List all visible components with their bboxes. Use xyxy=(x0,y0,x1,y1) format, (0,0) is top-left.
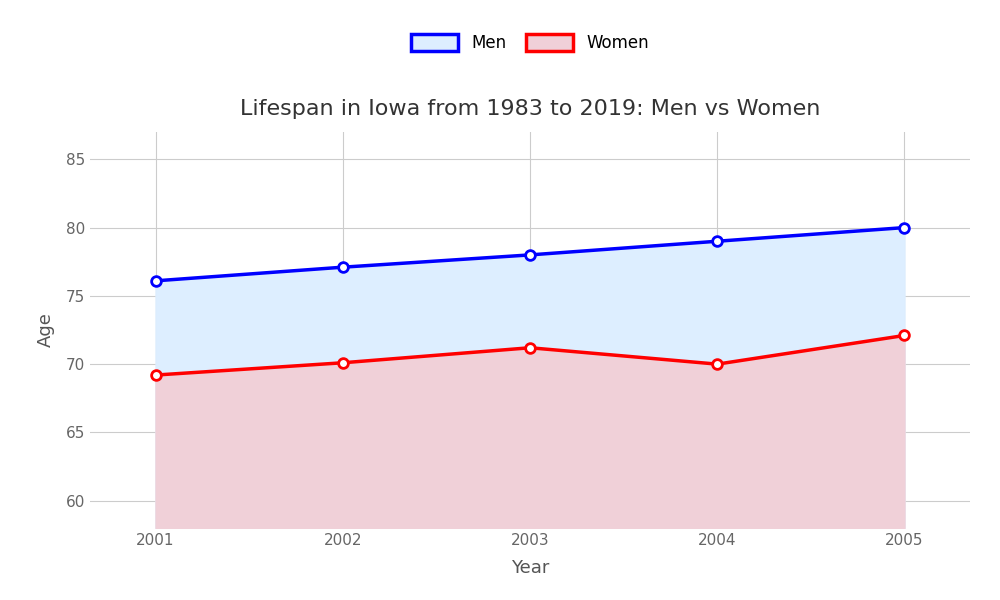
Legend: Men, Women: Men, Women xyxy=(411,34,649,52)
Title: Lifespan in Iowa from 1983 to 2019: Men vs Women: Lifespan in Iowa from 1983 to 2019: Men … xyxy=(240,100,820,119)
X-axis label: Year: Year xyxy=(511,559,549,577)
Y-axis label: Age: Age xyxy=(37,313,55,347)
